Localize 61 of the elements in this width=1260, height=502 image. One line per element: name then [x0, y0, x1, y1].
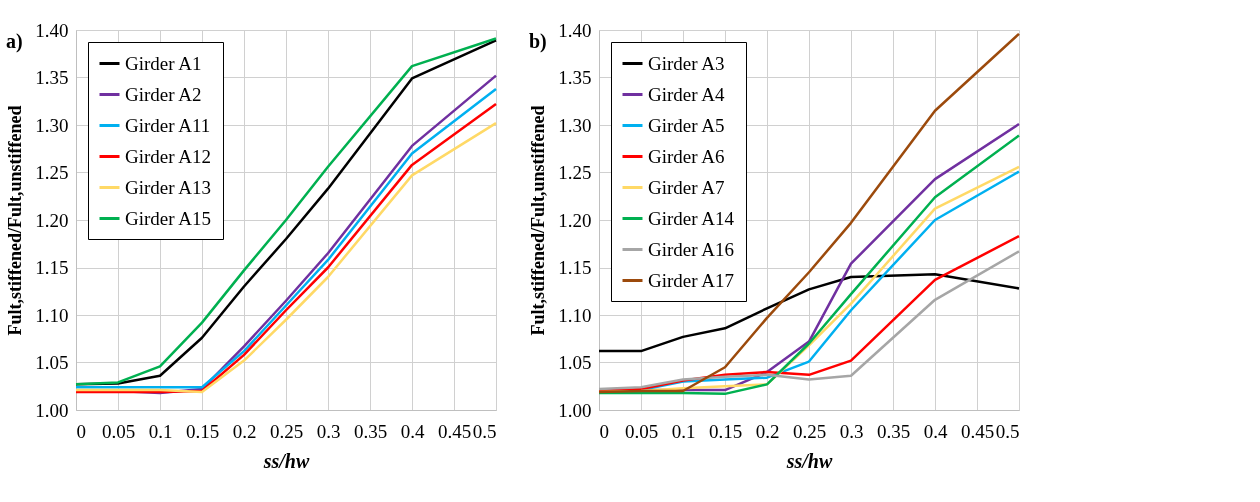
- x-tick-label: 0.25: [792, 420, 827, 442]
- y-tick-label: 1.00: [558, 399, 592, 421]
- y-axis-title: Fult,stiffened/Fult,unstiffened: [528, 105, 549, 336]
- y-tick-label: 1.00: [35, 399, 69, 421]
- legend-label: Girder A15: [125, 207, 212, 229]
- y-tick-label: 1.30: [35, 114, 69, 136]
- y-tick-label: 1.20: [35, 209, 69, 231]
- y-tick-label: 1.25: [35, 162, 69, 183]
- legend-label: Girder A6: [648, 145, 725, 167]
- y-tick-label: 1.20: [558, 209, 592, 231]
- x-tick-label: 0.45: [437, 420, 472, 442]
- y-tick-label: 1.35: [35, 67, 69, 88]
- x-tick-label: 0.5: [472, 420, 497, 442]
- x-tick-label: 0.2: [755, 420, 780, 442]
- legend-label: Girder A7: [648, 176, 725, 198]
- y-axis-title: Fult,stiffened/Fult,unstiffened: [5, 105, 26, 336]
- x-tick-label: 0.4: [400, 420, 425, 442]
- x-tick-label: 0.2: [232, 420, 257, 442]
- x-tick-label: 0.3: [839, 420, 864, 442]
- x-tick-label: 0: [76, 420, 86, 442]
- legend-label: Girder A4: [648, 83, 726, 105]
- legend-label: Girder A11: [125, 114, 211, 136]
- legend-label: Girder A16: [648, 238, 735, 260]
- y-tick-label: 1.15: [35, 257, 69, 278]
- x-tick-label: 0: [599, 420, 609, 442]
- legend-label: Girder A1: [125, 52, 202, 74]
- x-axis-title: ss/hw: [262, 449, 310, 472]
- x-tick-label: 0.15: [708, 420, 743, 442]
- x-tick-label: 0.1: [671, 420, 696, 442]
- x-tick-label: 0.45: [960, 420, 995, 442]
- line-series: [597, 272, 1021, 353]
- y-tick-label: 1.10: [558, 304, 592, 326]
- y-tick-label: 1.40: [35, 19, 69, 41]
- y-tick-label: 1.05: [35, 352, 69, 373]
- legend-label: Girder A17: [648, 269, 735, 291]
- x-tick-label: 0.25: [269, 420, 304, 442]
- x-tick-label: 0.35: [876, 420, 911, 442]
- y-tick-label: 1.10: [35, 304, 69, 326]
- legend-label: Girder A12: [125, 145, 212, 167]
- x-tick-label: 0.35: [353, 420, 388, 442]
- y-tick-label: 1.25: [558, 162, 592, 183]
- x-tick-label: 0.3: [316, 420, 341, 442]
- y-tick-label: 1.30: [558, 114, 592, 136]
- legend-label: Girder A3: [648, 52, 725, 74]
- legend-label: Girder A14: [648, 207, 735, 229]
- text: b): [529, 30, 547, 53]
- x-tick-label: 0.5: [995, 420, 1020, 442]
- y-tick-label: 1.35: [558, 67, 592, 88]
- x-tick-label: 0.1: [148, 420, 173, 442]
- x-axis-title: ss/hw: [785, 449, 833, 472]
- x-tick-label: 0.4: [923, 420, 948, 442]
- legend-label: Girder A13: [125, 176, 212, 198]
- y-tick-label: 1.40: [558, 19, 592, 41]
- x-tick-label: 0.05: [101, 420, 136, 442]
- y-tick-label: 1.05: [558, 352, 592, 373]
- text: a): [6, 30, 23, 53]
- legend-label: Girder A2: [125, 83, 202, 105]
- legend-label: Girder A5: [648, 114, 725, 136]
- x-tick-label: 0.05: [624, 420, 659, 442]
- x-tick-label: 0.15: [185, 420, 220, 442]
- y-tick-label: 1.15: [558, 257, 592, 278]
